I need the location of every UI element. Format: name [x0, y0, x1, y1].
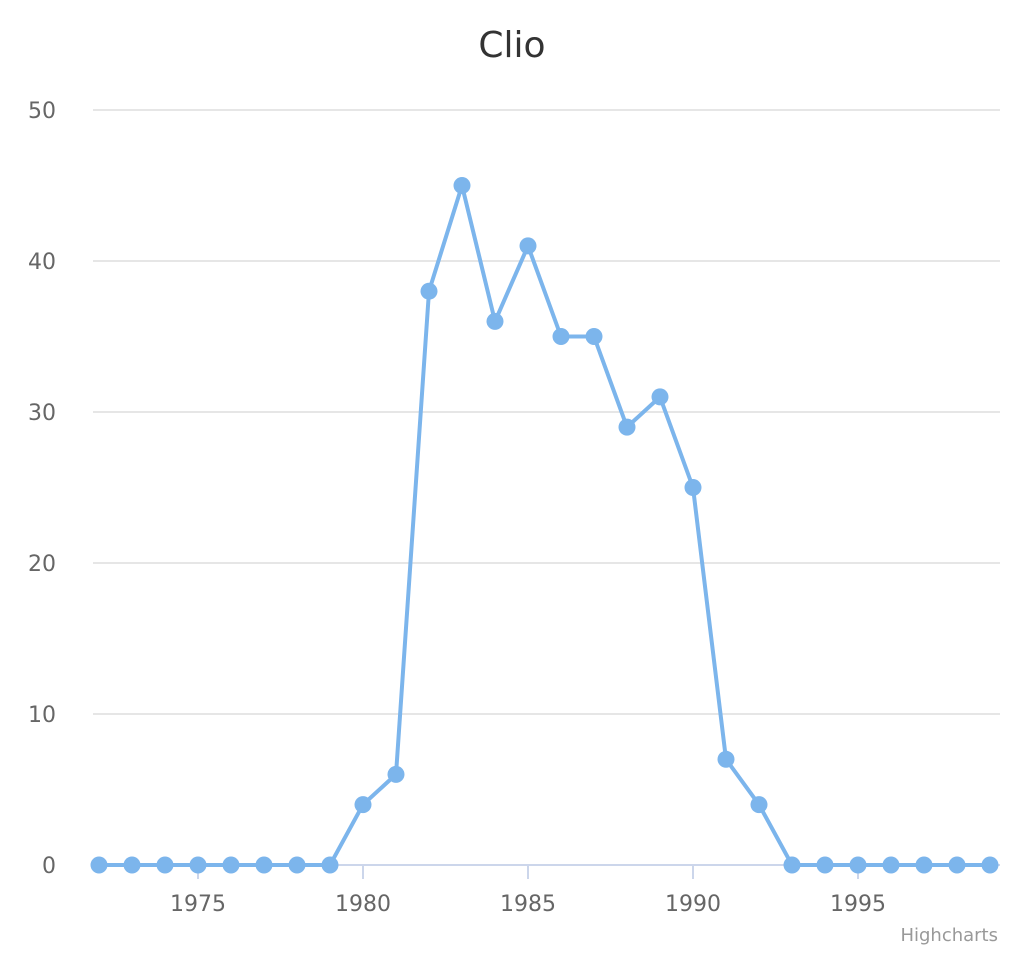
series-layer	[90, 177, 999, 874]
data-point[interactable]	[189, 856, 207, 874]
x-tick-label: 1975	[170, 892, 226, 917]
data-point[interactable]	[486, 312, 504, 330]
y-tick-label: 30	[28, 401, 56, 426]
y-tick-label: 10	[28, 703, 56, 728]
grid	[93, 109, 1000, 715]
data-point[interactable]	[717, 750, 735, 768]
data-point[interactable]	[123, 856, 141, 874]
data-point[interactable]	[420, 282, 438, 300]
data-point[interactable]	[354, 796, 372, 814]
data-point[interactable]	[222, 856, 240, 874]
x-tick-label: 1980	[335, 892, 391, 917]
data-point[interactable]	[288, 856, 306, 874]
series-line	[97, 183, 992, 867]
data-point[interactable]	[750, 796, 768, 814]
y-tick-label: 50	[28, 99, 56, 124]
data-point[interactable]	[552, 328, 570, 345]
credits-label[interactable]: Highcharts	[900, 925, 998, 946]
x-tick-label: 1985	[500, 892, 556, 917]
data-point[interactable]	[255, 856, 273, 874]
data-point[interactable]	[387, 765, 405, 783]
data-point[interactable]	[651, 388, 669, 406]
data-point[interactable]	[882, 856, 900, 874]
y-tick-label: 0	[42, 854, 56, 879]
data-point[interactable]	[816, 856, 834, 874]
data-point[interactable]	[156, 856, 174, 874]
data-point[interactable]	[321, 856, 339, 874]
data-point[interactable]	[453, 177, 471, 194]
data-point[interactable]	[948, 856, 966, 874]
data-point[interactable]	[783, 856, 801, 874]
data-point[interactable]	[618, 418, 636, 436]
y-tick-label: 40	[28, 250, 56, 275]
tick-labels: 0 10 20 30 40 50 1975 1980 1985 1990 1995	[28, 99, 886, 917]
x-tick-label: 1990	[665, 892, 721, 917]
x-tick-label: 1995	[830, 892, 886, 917]
data-point[interactable]	[90, 856, 108, 874]
data-point[interactable]	[915, 856, 933, 874]
data-point[interactable]	[684, 479, 702, 496]
data-point[interactable]	[585, 328, 603, 345]
y-tick-label: 20	[28, 552, 56, 577]
data-point[interactable]	[849, 856, 867, 874]
data-point[interactable]	[981, 856, 999, 874]
data-point[interactable]	[519, 237, 537, 255]
chart-title: Clio	[478, 25, 545, 66]
